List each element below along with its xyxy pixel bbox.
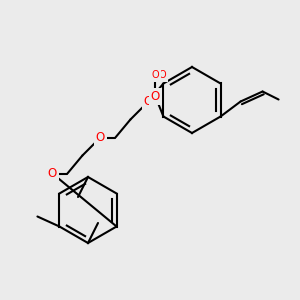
- Text: O: O: [151, 90, 160, 103]
- Text: O: O: [96, 131, 105, 144]
- Text: O: O: [48, 167, 57, 180]
- Text: O: O: [151, 90, 160, 103]
- Text: O: O: [144, 95, 153, 108]
- Text: O: O: [152, 70, 159, 80]
- Text: O: O: [159, 70, 166, 80]
